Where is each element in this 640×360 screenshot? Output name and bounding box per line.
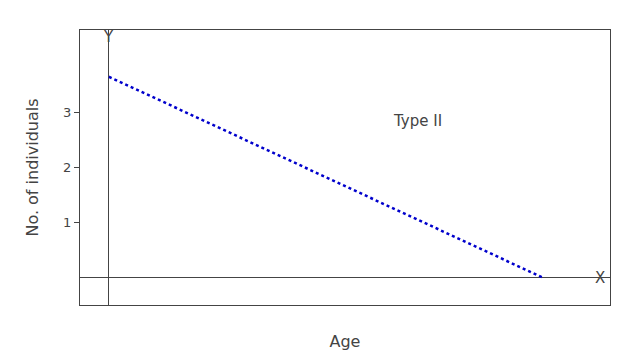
svg-text:Age: Age xyxy=(330,332,361,351)
svg-text:3: 3 xyxy=(63,105,71,120)
svg-text:Y: Y xyxy=(103,28,114,46)
svg-text:1: 1 xyxy=(63,215,71,230)
svg-text:Type II: Type II xyxy=(393,112,442,130)
svg-text:No. of individuals: No. of individuals xyxy=(23,98,42,236)
svg-text:X: X xyxy=(595,269,605,287)
svg-text:2: 2 xyxy=(63,160,71,175)
